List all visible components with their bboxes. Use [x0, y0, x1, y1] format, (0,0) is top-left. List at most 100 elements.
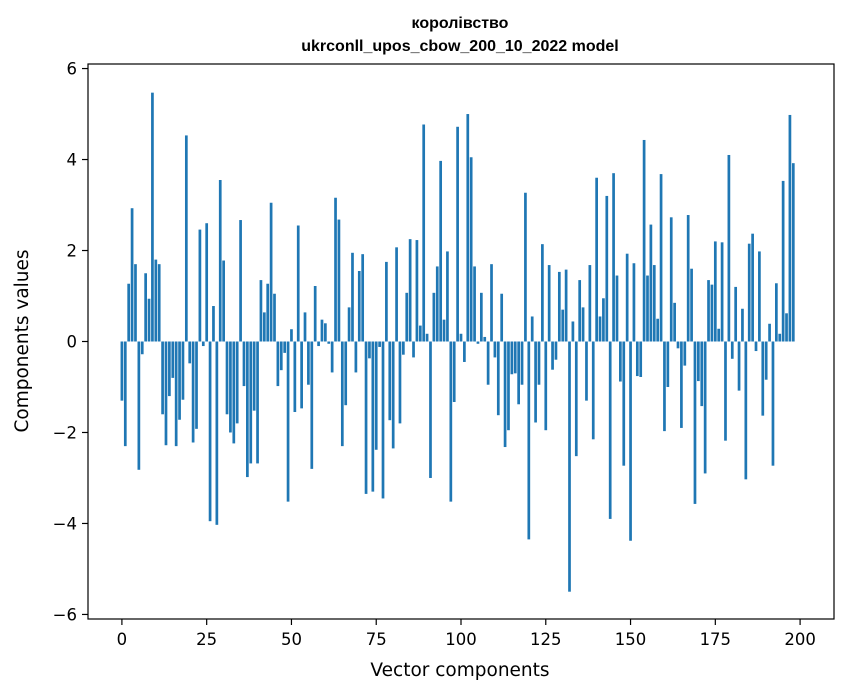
bar [463, 341, 466, 362]
bar [408, 239, 412, 342]
bar [557, 271, 561, 342]
bar [764, 341, 768, 380]
bar [591, 341, 595, 440]
bar [710, 284, 714, 342]
chart-subtitle: ukrconll_upos_cbow_200_10_2022 model [301, 38, 618, 55]
bar [330, 341, 334, 373]
bar [686, 215, 690, 342]
bar [415, 240, 419, 342]
bar [212, 306, 215, 342]
bar [188, 341, 192, 364]
bar [256, 341, 259, 464]
bar [737, 341, 741, 391]
x-tick-label: 50 [281, 630, 302, 649]
bar [137, 341, 141, 470]
bar [551, 341, 554, 370]
bar [476, 341, 480, 344]
y-tick-label: −2 [53, 423, 77, 442]
bar [422, 124, 426, 342]
bar [195, 341, 198, 429]
bar [758, 251, 761, 342]
bar [629, 341, 632, 541]
bar [324, 323, 327, 342]
bar [496, 341, 500, 416]
y-tick-label: −6 [53, 605, 77, 624]
bar [283, 341, 287, 353]
bar [622, 341, 626, 466]
bar [544, 341, 548, 431]
bar [340, 341, 344, 447]
bar [164, 341, 168, 446]
bar [656, 318, 660, 342]
x-tick-label: 150 [615, 630, 647, 649]
bar [513, 341, 517, 374]
bar [357, 270, 361, 342]
bar [775, 283, 778, 342]
bar [378, 341, 381, 347]
bar [459, 333, 463, 342]
bar [279, 341, 283, 371]
bar [632, 263, 636, 342]
bar [683, 341, 687, 366]
bar [259, 280, 263, 342]
bar [500, 293, 504, 342]
bar [412, 341, 415, 358]
bar [612, 173, 615, 342]
bar [741, 308, 744, 342]
chart-title: королівство [412, 15, 509, 32]
bar [429, 341, 432, 478]
bar [286, 341, 290, 502]
bar [191, 341, 195, 443]
bar [693, 341, 697, 504]
bar [673, 302, 676, 342]
bar [574, 341, 578, 457]
bar [418, 325, 422, 342]
bar [561, 309, 565, 342]
bar [425, 333, 429, 342]
y-tick-label: 4 [67, 151, 78, 170]
bar [595, 177, 598, 342]
bar [520, 341, 524, 385]
bar [337, 219, 341, 342]
bar [178, 341, 181, 420]
bar [134, 264, 137, 342]
bar [554, 341, 558, 360]
plot-frame [87, 63, 835, 620]
bar [754, 341, 758, 352]
bar [717, 328, 721, 342]
bar [761, 341, 765, 416]
bar [181, 341, 185, 400]
bar [127, 283, 131, 342]
bar [398, 341, 402, 424]
bar [235, 341, 239, 424]
bar [697, 341, 700, 382]
bar [483, 336, 487, 342]
bar [222, 260, 225, 342]
bar [120, 341, 124, 401]
y-tick-label: 2 [67, 242, 78, 261]
bar [788, 114, 792, 342]
bar [225, 341, 229, 415]
bar [676, 341, 680, 349]
bar [239, 220, 242, 342]
bar [588, 265, 592, 342]
bar [703, 341, 707, 474]
bar [479, 292, 483, 342]
bar [388, 341, 392, 421]
bar [608, 341, 612, 519]
bar [581, 307, 585, 342]
bar [334, 197, 337, 342]
bar [781, 180, 785, 342]
bar [490, 264, 493, 342]
bar [405, 292, 409, 342]
bar [744, 341, 748, 480]
bar [313, 286, 317, 342]
x-tick-label: 175 [700, 630, 732, 649]
bar [791, 163, 795, 342]
bar [585, 341, 588, 401]
y-tick-label: 6 [67, 60, 78, 79]
bar [568, 341, 571, 592]
bar [615, 275, 619, 342]
bar [252, 341, 256, 411]
